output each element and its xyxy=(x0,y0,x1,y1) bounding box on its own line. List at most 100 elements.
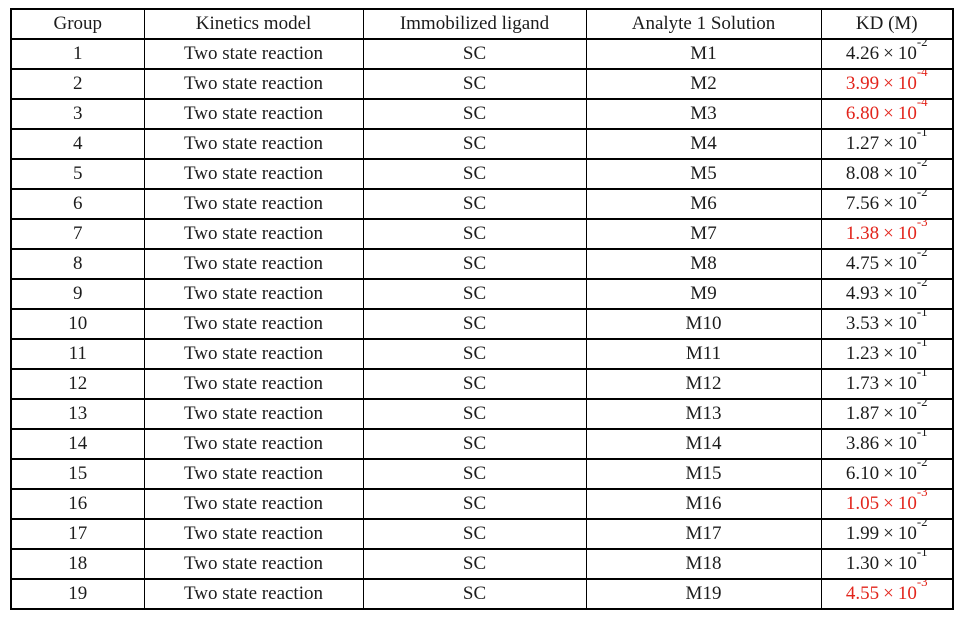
table-row: 17 Two state reaction SC M17 1.99 × 10-2 xyxy=(10,518,954,550)
kd-base: 10 xyxy=(897,462,917,484)
cell-ligand: SC xyxy=(362,488,587,520)
cell-kd-value: 6.80 × 10-4 xyxy=(820,98,954,130)
kd-base: 10 xyxy=(897,222,917,244)
cell-ligand: SC xyxy=(362,428,587,460)
kinetics-results-table: Group Kinetics model Immobilized ligand Ana… xyxy=(10,8,954,610)
kd-mantissa: 1.87 xyxy=(845,402,880,424)
column-header-4: KD (M) xyxy=(820,8,954,40)
cell-kd-value: 3.99 × 10-4 xyxy=(820,68,954,100)
cell-model: Two state reaction xyxy=(143,548,364,580)
cell-analyte: M9 xyxy=(585,278,822,310)
cell-analyte: M2 xyxy=(585,68,822,100)
kd-mantissa: 7.56 xyxy=(845,192,880,214)
table-row: 9 Two state reaction SC M9 4.93 × 10-2 xyxy=(10,278,954,310)
cell-model: Two state reaction xyxy=(143,518,364,550)
kd-exponent: -2 xyxy=(916,249,928,259)
cell-model: Two state reaction xyxy=(143,578,364,610)
multiplication-sign: × xyxy=(883,552,894,574)
cell-analyte: M8 xyxy=(585,248,822,280)
cell-group: 18 xyxy=(10,548,145,580)
multiplication-sign: × xyxy=(883,462,894,484)
cell-group: 3 xyxy=(10,98,145,130)
kd-base: 10 xyxy=(897,492,917,514)
table-body: 1 Two state reaction SC M1 4.26 × 10-2 2 Two sta… xyxy=(10,38,954,610)
cell-group: 8 xyxy=(10,248,145,280)
cell-model: Two state reaction xyxy=(143,308,364,340)
cell-ligand: SC xyxy=(362,368,587,400)
kd-base: 10 xyxy=(897,162,917,184)
multiplication-sign: × xyxy=(883,72,894,94)
cell-ligand: SC xyxy=(362,308,587,340)
cell-ligand: SC xyxy=(362,98,587,130)
cell-kd-value: 3.86 × 10-1 xyxy=(820,428,954,460)
cell-model: Two state reaction xyxy=(143,218,364,250)
cell-model: Two state reaction xyxy=(143,368,364,400)
cell-kd-value: 1.05 × 10-3 xyxy=(820,488,954,520)
kd-mantissa: 6.10 xyxy=(845,462,880,484)
multiplication-sign: × xyxy=(883,582,894,604)
cell-group: 5 xyxy=(10,158,145,190)
cell-kd-value: 4.26 × 10-2 xyxy=(820,38,954,70)
cell-kd-value: 1.30 × 10-1 xyxy=(820,548,954,580)
multiplication-sign: × xyxy=(883,192,894,214)
kd-exponent: -3 xyxy=(916,579,928,589)
cell-analyte: M1 xyxy=(585,38,822,70)
table-row: 1 Two state reaction SC M1 4.26 × 10-2 xyxy=(10,38,954,70)
cell-ligand: SC xyxy=(362,338,587,370)
kd-base: 10 xyxy=(897,552,917,574)
cell-model: Two state reaction xyxy=(143,98,364,130)
cell-kd-value: 1.73 × 10-1 xyxy=(820,368,954,400)
kd-mantissa: 4.26 xyxy=(845,42,880,64)
cell-model: Two state reaction xyxy=(143,248,364,280)
cell-group: 17 xyxy=(10,518,145,550)
kd-base: 10 xyxy=(897,372,917,394)
cell-group: 9 xyxy=(10,278,145,310)
cell-kd-value: 6.10 × 10-2 xyxy=(820,458,954,490)
kd-base: 10 xyxy=(897,582,917,604)
cell-analyte: M18 xyxy=(585,548,822,580)
table-row: 18 Two state reaction SC M18 1.30 × 10-1 xyxy=(10,548,954,580)
multiplication-sign: × xyxy=(883,492,894,514)
cell-group: 14 xyxy=(10,428,145,460)
cell-analyte: M13 xyxy=(585,398,822,430)
kd-mantissa: 4.93 xyxy=(845,282,880,304)
cell-group: 1 xyxy=(10,38,145,70)
table-row: 7 Two state reaction SC M7 1.38 × 10-3 xyxy=(10,218,954,250)
cell-kd-value: 8.08 × 10-2 xyxy=(820,158,954,190)
cell-kd-value: 1.99 × 10-2 xyxy=(820,518,954,550)
kd-base: 10 xyxy=(897,522,917,544)
cell-group: 11 xyxy=(10,338,145,370)
cell-analyte: M19 xyxy=(585,578,822,610)
multiplication-sign: × xyxy=(883,342,894,364)
cell-model: Two state reaction xyxy=(143,158,364,190)
table-row: 3 Two state reaction SC M3 6.80 × 10-4 xyxy=(10,98,954,130)
kd-exponent: -4 xyxy=(916,69,928,79)
column-header-2: Immobilized ligand xyxy=(362,8,587,40)
cell-analyte: M7 xyxy=(585,218,822,250)
kd-exponent: -2 xyxy=(916,279,928,289)
cell-group: 4 xyxy=(10,128,145,160)
multiplication-sign: × xyxy=(883,102,894,124)
kd-mantissa: 1.30 xyxy=(845,552,880,574)
cell-ligand: SC xyxy=(362,68,587,100)
kd-exponent: -4 xyxy=(916,99,928,109)
kd-mantissa: 3.99 xyxy=(845,72,880,94)
cell-model: Two state reaction xyxy=(143,188,364,220)
cell-group: 12 xyxy=(10,368,145,400)
cell-kd-value: 1.38 × 10-3 xyxy=(820,218,954,250)
cell-kd-value: 4.55 × 10-3 xyxy=(820,578,954,610)
kd-mantissa: 4.55 xyxy=(845,582,880,604)
cell-analyte: M6 xyxy=(585,188,822,220)
kd-mantissa: 4.75 xyxy=(845,252,880,274)
table-row: 19 Two state reaction SC M19 4.55 × 10-3 xyxy=(10,578,954,610)
kd-exponent: -2 xyxy=(916,459,928,469)
multiplication-sign: × xyxy=(883,252,894,274)
cell-ligand: SC xyxy=(362,218,587,250)
column-header-0: Group xyxy=(10,8,145,40)
kd-exponent: -2 xyxy=(916,519,928,529)
kd-exponent: -1 xyxy=(916,369,928,379)
table-row: 13 Two state reaction SC M13 1.87 × 10-2 xyxy=(10,398,954,430)
kd-base: 10 xyxy=(897,432,917,454)
cell-model: Two state reaction xyxy=(143,428,364,460)
